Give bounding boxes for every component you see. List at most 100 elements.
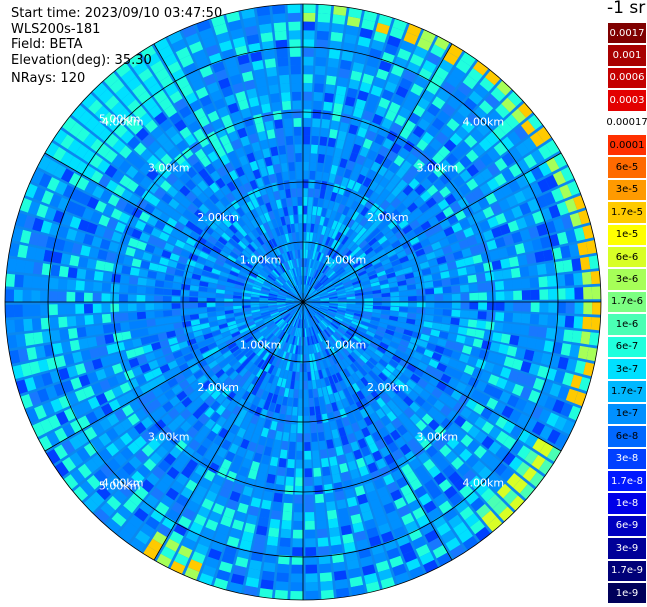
beta-cell	[399, 542, 414, 555]
beta-cell	[187, 70, 202, 84]
beta-cell	[486, 281, 496, 291]
legend-level: 6e-6	[607, 246, 647, 269]
beta-cell	[402, 99, 416, 112]
beta-cell	[243, 430, 253, 442]
beta-cell	[99, 417, 112, 431]
beta-cell	[327, 271, 336, 279]
beta-cell	[257, 273, 266, 281]
beta-cell	[423, 321, 433, 329]
beta-cell	[225, 354, 235, 363]
beta-cell	[555, 274, 566, 287]
beta-cell	[289, 344, 294, 354]
beta-cell	[219, 134, 231, 146]
beta-cell	[300, 354, 303, 364]
beta-cell	[491, 226, 503, 238]
beta-cell	[388, 235, 398, 244]
beta-cell	[299, 267, 302, 276]
beta-cell	[333, 437, 342, 448]
beta-cell	[324, 348, 331, 358]
beta-cell	[285, 303, 295, 307]
beta-cell	[172, 282, 182, 290]
beta-cell	[252, 286, 262, 291]
beta-cell	[44, 142, 59, 158]
beta-cell	[242, 264, 252, 272]
beta-cell	[460, 293, 470, 301]
beta-cell	[384, 169, 395, 181]
beta-cell	[142, 403, 155, 416]
beta-cell	[84, 281, 94, 291]
beta-cell	[426, 184, 439, 196]
beta-cell	[472, 187, 485, 200]
beta-cell	[255, 378, 264, 388]
beta-cell	[322, 235, 328, 245]
beta-cell	[237, 127, 248, 139]
beta-cell	[146, 319, 156, 327]
beta-cell	[49, 193, 62, 208]
beta-cell	[516, 372, 529, 385]
beta-cell	[128, 357, 140, 368]
beta-cell	[381, 531, 395, 543]
beta-cell	[315, 48, 328, 58]
beta-cell	[244, 318, 254, 324]
beta-cell	[292, 205, 298, 215]
beta-cell	[221, 458, 232, 471]
beta-cell	[409, 258, 420, 266]
beta-cell	[263, 232, 271, 242]
beta-cell	[278, 145, 286, 155]
beta-cell	[362, 283, 372, 289]
beta-cell	[396, 534, 410, 547]
beta-cell	[487, 411, 501, 425]
beta-cell	[193, 513, 207, 527]
beta-cell	[259, 306, 269, 309]
beta-cell	[571, 330, 582, 344]
beta-cell	[428, 258, 439, 267]
beta-cell	[420, 333, 430, 342]
beta-cell	[111, 273, 121, 283]
beta-cell	[342, 533, 354, 544]
beta-cell	[244, 280, 254, 286]
beta-cell	[244, 349, 254, 358]
beta-cell	[67, 267, 78, 279]
beta-cell	[500, 136, 515, 151]
beta-cell	[510, 424, 524, 439]
beta-cell	[82, 233, 94, 246]
beta-cell	[114, 408, 127, 422]
beta-cell	[329, 40, 342, 51]
beta-cell	[183, 113, 197, 126]
beta-cell	[327, 310, 337, 315]
beta-cell	[336, 290, 346, 295]
beta-cell	[239, 174, 249, 185]
beta-cell	[278, 359, 284, 369]
beta-cell	[136, 355, 148, 365]
beta-cell	[459, 318, 469, 327]
beta-cell	[169, 395, 181, 407]
beta-cell	[256, 348, 265, 357]
beta-cell	[318, 290, 327, 295]
beta-cell	[230, 28, 244, 40]
beta-cell	[160, 180, 172, 192]
beta-cell	[330, 31, 343, 42]
beta-cell	[32, 217, 44, 232]
beta-cell	[292, 344, 297, 354]
beta-cell	[522, 466, 537, 482]
beta-cell	[226, 317, 236, 323]
beta-cell	[304, 310, 307, 320]
beta-cell	[508, 163, 522, 178]
beta-cell	[477, 311, 487, 320]
beta-cell	[145, 287, 155, 295]
beta-cell	[523, 154, 537, 169]
beta-cell	[66, 279, 77, 291]
beta-cell	[237, 340, 247, 349]
beta-cell	[239, 343, 249, 352]
beta-cell	[355, 295, 365, 299]
beta-cell	[110, 283, 120, 293]
beta-cell	[250, 299, 260, 302]
beta-cell	[336, 243, 344, 252]
beta-cell	[141, 190, 154, 202]
beta-cell	[480, 487, 496, 503]
beta-cell	[346, 304, 356, 307]
beta-cell	[312, 316, 319, 324]
beta-cell	[392, 93, 405, 106]
beta-cell	[521, 186, 535, 201]
beta-cell	[530, 302, 540, 313]
